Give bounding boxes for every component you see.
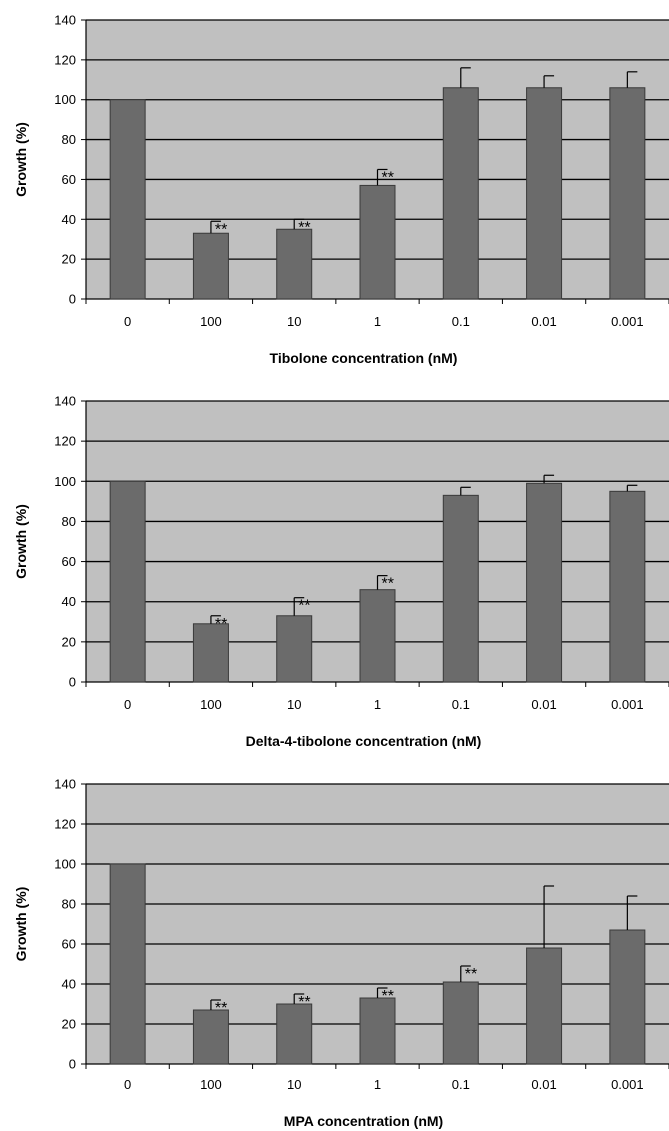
bar [109, 99, 146, 300]
y-axis-label: Growth (%) [13, 122, 29, 197]
y-tick-label: 40 [62, 977, 76, 992]
x-tick-label: 1 [374, 1077, 381, 1092]
y-tick-label: 140 [54, 394, 76, 409]
y-tick-label: 20 [62, 252, 76, 267]
y-tick-label: 140 [54, 777, 76, 792]
bar [276, 615, 313, 683]
x-tick-label: 0.1 [452, 314, 470, 329]
bar [192, 232, 229, 300]
x-tick-label: 0.1 [452, 1077, 470, 1092]
y-tick-label: 60 [62, 172, 76, 187]
bar [109, 863, 146, 1065]
y-tick-label: 100 [54, 474, 76, 489]
x-tick-label: 1 [374, 314, 381, 329]
bar [526, 87, 563, 300]
y-axis-label: Growth (%) [13, 504, 29, 579]
significance-label: ** [382, 576, 394, 593]
y-tick-label: 120 [54, 817, 76, 832]
y-tick-label: 0 [69, 675, 76, 690]
y-tick-label: 0 [69, 292, 76, 307]
bar [609, 490, 646, 683]
x-tick-label: 0.01 [531, 1077, 556, 1092]
y-tick-label: 80 [62, 132, 76, 147]
y-tick-label: 80 [62, 897, 76, 912]
bar [276, 228, 313, 300]
bar [442, 87, 479, 300]
y-tick-label: 40 [62, 594, 76, 609]
y-tick-label: 20 [62, 634, 76, 649]
x-tick-label: 0 [124, 1077, 131, 1092]
x-tick-label: 100 [200, 1077, 222, 1092]
y-tick-label: 120 [54, 434, 76, 449]
bar [359, 184, 396, 300]
x-tick-label: 0 [124, 314, 131, 329]
y-tick-label: 60 [62, 937, 76, 952]
x-tick-label: 0.1 [452, 697, 470, 712]
x-tick-label: 1 [374, 697, 381, 712]
x-tick-label: 10 [287, 314, 301, 329]
x-tick-label: 0.01 [531, 697, 556, 712]
x-tick-label: 0 [124, 697, 131, 712]
bar [276, 1003, 313, 1065]
x-tick-label: 100 [200, 697, 222, 712]
significance-label: ** [298, 994, 310, 1011]
significance-label: ** [382, 169, 394, 186]
significance-label: ** [215, 1000, 227, 1017]
bar [359, 997, 396, 1065]
y-tick-label: 40 [62, 212, 76, 227]
significance-label: ** [215, 221, 227, 238]
bar [526, 482, 563, 683]
y-tick-label: 100 [54, 92, 76, 107]
bar [609, 929, 646, 1065]
x-tick-label: 10 [287, 1077, 301, 1092]
significance-label: ** [298, 598, 310, 615]
bar [609, 87, 646, 300]
x-tick-label: 0.001 [611, 1077, 644, 1092]
significance-label: ** [298, 219, 310, 236]
y-tick-label: 20 [62, 1017, 76, 1032]
bar [192, 623, 229, 683]
significance-label: ** [382, 988, 394, 1005]
y-tick-label: 60 [62, 554, 76, 569]
bar [109, 480, 146, 683]
bar [442, 494, 479, 683]
bar [359, 589, 396, 683]
y-tick-label: 0 [69, 1057, 76, 1072]
y-tick-label: 140 [54, 13, 76, 28]
x-axis-label: Tibolone concentration (nM) [270, 350, 458, 366]
x-axis-label: Delta-4-tibolone concentration (nM) [246, 733, 482, 749]
x-tick-label: 10 [287, 697, 301, 712]
significance-label: ** [215, 616, 227, 633]
y-tick-label: 80 [62, 514, 76, 529]
x-tick-label: 100 [200, 314, 222, 329]
x-tick-label: 0.001 [611, 697, 644, 712]
significance-label: ** [465, 966, 477, 983]
x-axis-label: MPA concentration (nM) [284, 1113, 443, 1129]
bar [526, 947, 563, 1065]
y-tick-label: 120 [54, 52, 76, 67]
x-tick-label: 0.001 [611, 314, 644, 329]
bar [442, 981, 479, 1065]
y-axis-label: Growth (%) [13, 887, 29, 962]
y-tick-label: 100 [54, 857, 76, 872]
bar [192, 1009, 229, 1065]
x-tick-label: 0.01 [531, 314, 556, 329]
